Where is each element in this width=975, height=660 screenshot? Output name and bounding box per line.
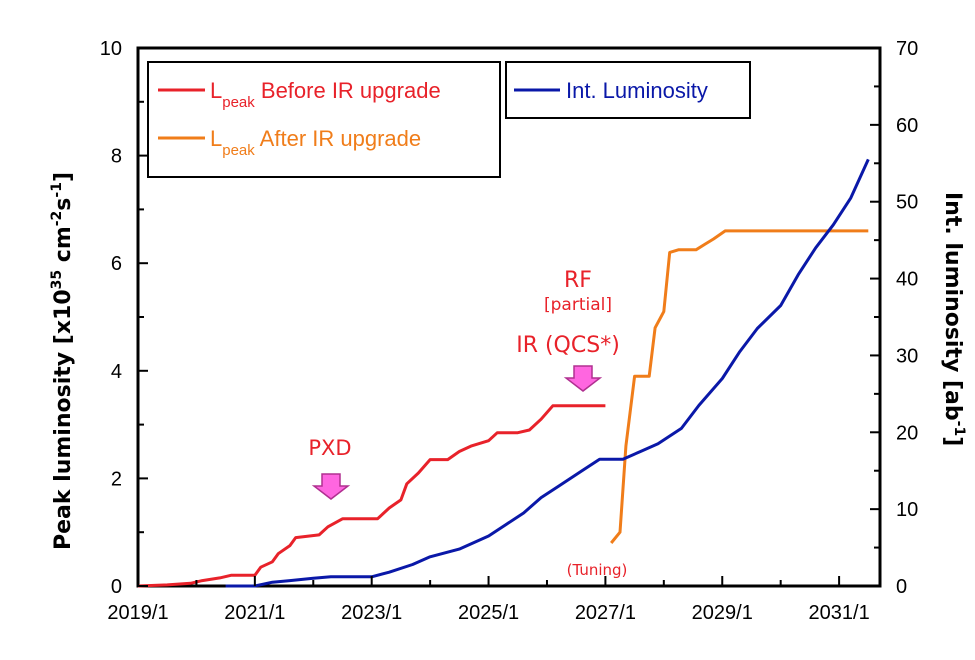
y-left-tick-label: 10	[100, 38, 122, 60]
legend-box-peak	[147, 61, 501, 178]
annotation-rf-partial: [partial]	[544, 295, 612, 315]
annotation-rf: RF	[564, 268, 592, 293]
x-tick-label: 2031/1	[809, 602, 870, 624]
y-left-tick-label: 2	[111, 468, 122, 490]
x-tick-label: 2029/1	[692, 602, 753, 624]
y-right-tick-label: 70	[896, 38, 918, 60]
series-line-before-ir-upgrade	[137, 404, 606, 588]
legend: Lpeak Before IR upgrade Lpeak After IR u…	[147, 61, 751, 178]
y-right-tick-label: 30	[896, 345, 918, 367]
series-layer	[137, 158, 870, 588]
series-line-int-luminosity	[225, 158, 870, 588]
legend-label-after: Lpeak After IR upgrade	[210, 126, 421, 159]
legend-label-before: Lpeak Before IR upgrade	[210, 78, 441, 111]
y-right-tick-label: 10	[896, 499, 918, 521]
y-left-tick-label: 6	[111, 253, 122, 275]
y-right-tick-label: 60	[896, 115, 918, 137]
x-tick-label: 2025/1	[458, 602, 519, 624]
x-tick-label: 2021/1	[224, 602, 285, 624]
tick-layer: 2019/1 2021/1 2023/1 2025/1 2027/1 2029/1 2031…	[100, 38, 919, 624]
y-left-tick-label: 4	[111, 361, 122, 383]
y-left-tick-label: 0	[111, 576, 122, 598]
annotations: PXD RF [partial] IR (QCS*) (Tuning)	[308, 268, 627, 579]
x-tick-label: 2019/1	[107, 602, 168, 624]
ir-arrow-icon	[563, 365, 603, 392]
y-left-axis-title: Peak luminosity [x1035 cm-2s-1]	[49, 172, 76, 550]
y-right-tick-label: 0	[896, 576, 907, 598]
series-line-after-ir-upgrade	[610, 229, 869, 544]
y-left-tick-label: 8	[111, 146, 122, 168]
y-right-tick-label: 50	[896, 192, 918, 214]
legend-label-int: Int. Luminosity	[566, 78, 708, 103]
y-right-axis-title: Int. luminosity [ab-1]	[940, 192, 967, 446]
annotation-pxd: PXD	[308, 436, 351, 460]
y-right-tick-label: 20	[896, 422, 918, 444]
annotation-ir: IR (QCS*)	[516, 333, 620, 358]
y-right-tick-label: 40	[896, 269, 918, 291]
pxd-arrow-icon	[311, 473, 351, 500]
x-tick-label: 2023/1	[341, 602, 402, 624]
x-tick-label: 2027/1	[575, 602, 636, 624]
annotation-tuning: (Tuning)	[567, 561, 628, 579]
